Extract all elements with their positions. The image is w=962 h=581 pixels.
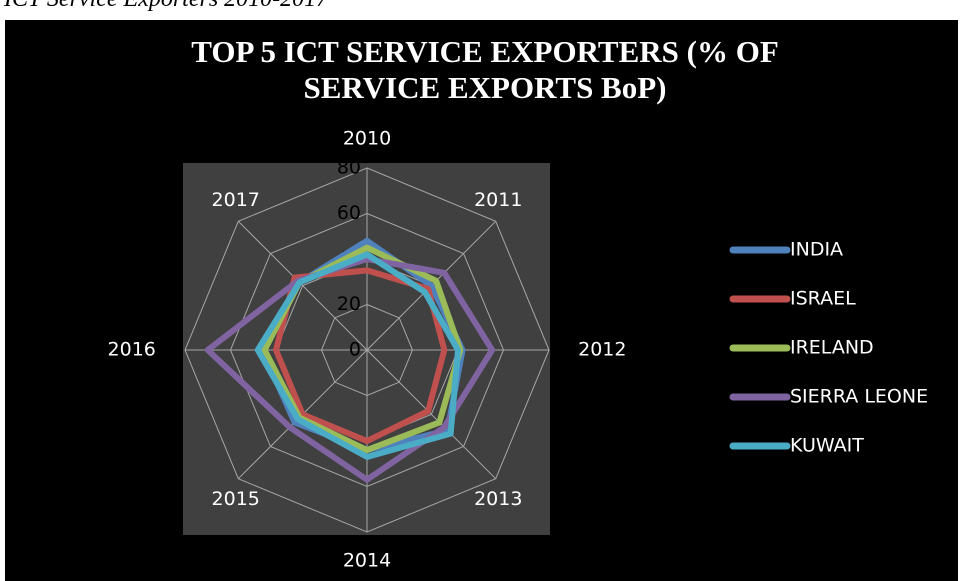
radial-tick-label: 20: [337, 293, 361, 315]
category-label: 2013: [474, 488, 522, 510]
radial-tick-label: 80: [337, 157, 361, 179]
category-label: 2017: [212, 189, 260, 211]
category-label: 2011: [474, 189, 522, 211]
category-label: 2010: [343, 127, 391, 149]
spoke: [366, 349, 497, 480]
legend-label: IRELAND: [790, 337, 874, 359]
series-line: [204, 256, 496, 483]
category-label: 2016: [108, 339, 156, 361]
legend-label: KUWAIT: [790, 435, 864, 457]
radial-tick-label: 60: [337, 202, 361, 224]
spoke: [237, 220, 368, 351]
category-label: 2014: [343, 550, 391, 572]
category-label: 2012: [578, 339, 626, 361]
chart-title: TOP 5 ICT SERVICE EXPORTERS (% OF SERVIC…: [191, 34, 779, 105]
radar-plot: 0204060802010201120122013201420152016201…: [108, 127, 929, 572]
caption: ICT Service Exporters 2010-2017: [4, 0, 328, 13]
legend-label: SIERRA LEONE: [790, 386, 928, 408]
legend-label: INDIA: [790, 239, 843, 261]
radial-tick-label: 0: [349, 339, 361, 361]
category-label: 2015: [212, 488, 260, 510]
legend-label: ISRAEL: [790, 288, 856, 310]
series-line: [254, 251, 461, 460]
chart: 0 20 40 60 80 2010 2011 2012 2013 2014 2015 2016 201…: [5, 20, 958, 581]
